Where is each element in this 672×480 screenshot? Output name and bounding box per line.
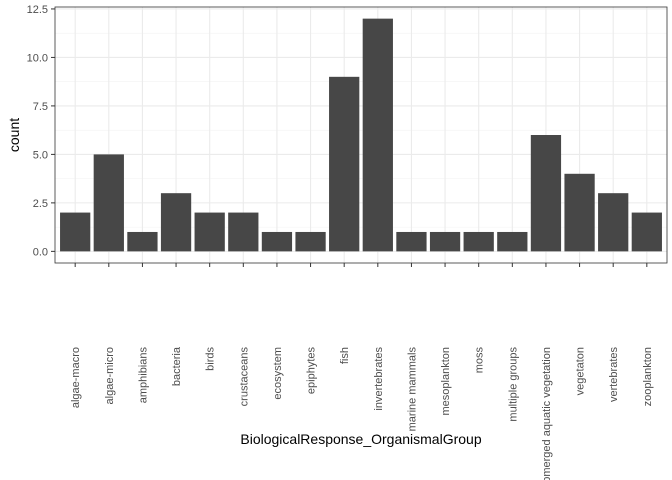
bar-bacteria bbox=[160, 193, 192, 252]
bar-ecosystem bbox=[261, 231, 293, 252]
y-tick-label: 12.5 bbox=[27, 4, 48, 16]
x-axis: algae-macro algae-micro amphibians bacteria… bbox=[70, 263, 654, 480]
y-tick-label: 2.5 bbox=[33, 198, 48, 210]
x-tick-label: submerged aquatic vegetation bbox=[541, 347, 553, 480]
y-tick-label: 0.0 bbox=[33, 246, 48, 258]
x-tick-label: algae-micro bbox=[104, 347, 116, 404]
bar-amphibians bbox=[127, 231, 158, 252]
x-tick-label: amphibians bbox=[137, 347, 149, 404]
bar-marine-mammals bbox=[396, 231, 427, 252]
y-tick-label: 5.0 bbox=[33, 149, 48, 161]
panel-border bbox=[54, 6, 668, 264]
y-tick-label: 10.0 bbox=[27, 52, 48, 64]
bar-algae-macro bbox=[60, 212, 91, 252]
x-tick-label: mesoplankton bbox=[440, 347, 452, 416]
bar-birds bbox=[194, 212, 225, 252]
bar-zooplankton bbox=[631, 212, 662, 252]
bar-algae-micro bbox=[93, 154, 124, 252]
bar-fish bbox=[329, 76, 360, 252]
y-axis-title: count bbox=[6, 118, 22, 152]
x-tick-label: fish bbox=[339, 347, 351, 364]
x-tick-label: bacteria bbox=[171, 346, 183, 386]
bars bbox=[60, 18, 662, 252]
bar-crustaceans bbox=[228, 212, 259, 252]
bar-mesoplankton bbox=[429, 231, 461, 252]
bar-epiphytes bbox=[295, 231, 326, 252]
x-tick-label: invertebrates bbox=[373, 347, 385, 411]
x-tick-label: multiple groups bbox=[507, 347, 519, 422]
x-tick-label: marine mammals bbox=[406, 347, 418, 432]
bar-vertebrates bbox=[598, 193, 629, 252]
x-axis-title: BiologicalResponse_OrganismalGroup bbox=[240, 431, 481, 447]
x-tick-label: vegetaton bbox=[575, 347, 587, 395]
x-tick-label: ecosystem bbox=[272, 347, 284, 400]
y-axis: 0.0 2.5 5.0 7.5 10.0 12.5 bbox=[27, 4, 55, 258]
bar-vegetaton bbox=[564, 173, 595, 252]
x-tick-label: epiphytes bbox=[306, 347, 318, 395]
bar-multiple-groups bbox=[497, 231, 528, 252]
bar-submerged-aquatic-vegetation bbox=[530, 135, 562, 252]
x-tick-label: algae-macro bbox=[70, 347, 82, 408]
y-tick-label: 7.5 bbox=[33, 101, 48, 113]
x-tick-label: crustaceans bbox=[238, 347, 250, 407]
x-tick-label: zooplankton bbox=[642, 347, 654, 406]
x-tick-label: birds bbox=[205, 347, 217, 371]
x-tick-label: moss bbox=[474, 347, 486, 374]
x-tick-label: vertebrates bbox=[608, 347, 620, 403]
bar-moss bbox=[463, 231, 494, 252]
bar-invertebrates bbox=[362, 18, 393, 252]
